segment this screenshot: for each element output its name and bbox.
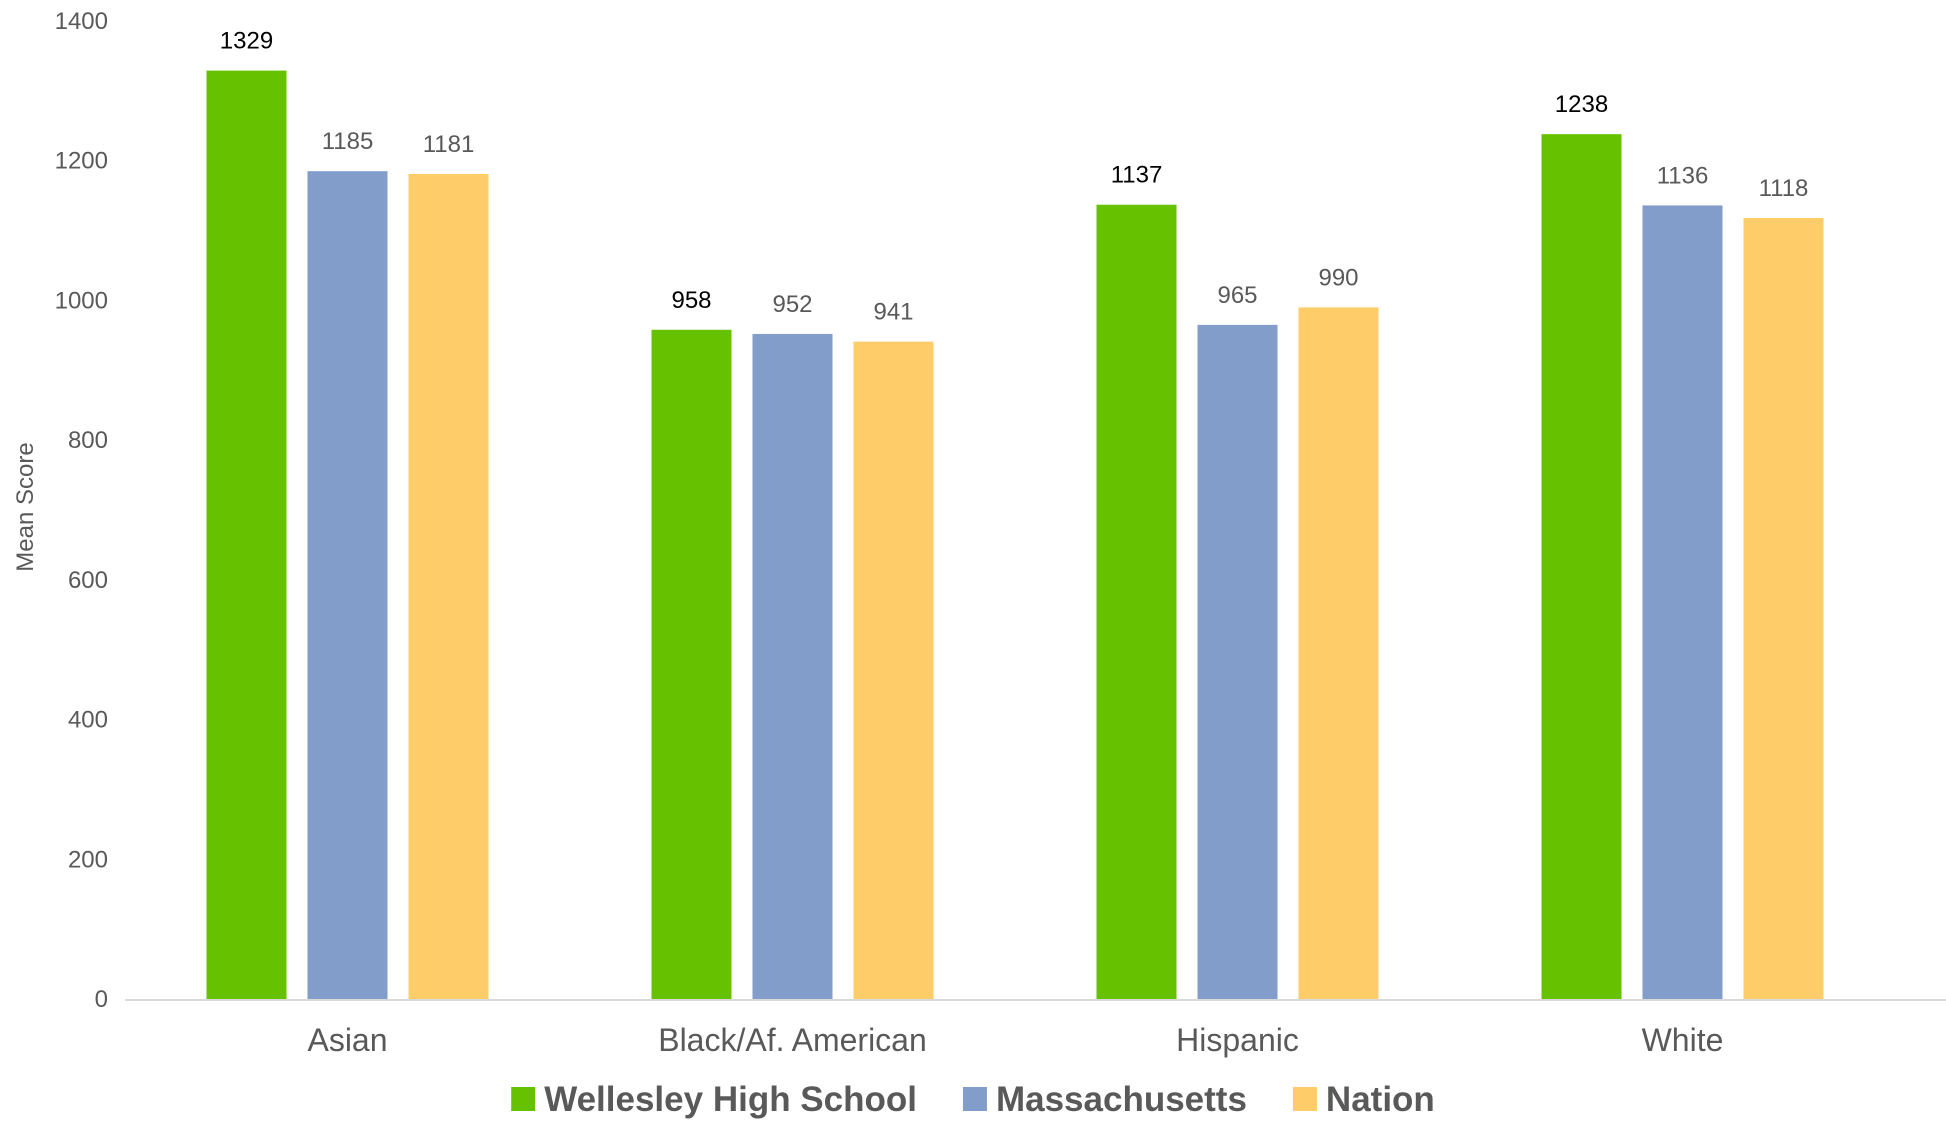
y-tick-label: 200 — [68, 846, 108, 873]
y-tick-label: 1000 — [55, 287, 108, 314]
data-label: 965 — [1217, 282, 1257, 309]
data-label: 1137 — [1111, 162, 1163, 189]
data-label: 1185 — [322, 128, 374, 155]
data-label: 1118 — [1759, 175, 1809, 202]
bar-nation-asian — [408, 173, 489, 1000]
bar-massachusetts-hispanic — [1197, 324, 1278, 1000]
y-tick-label: 0 — [95, 986, 108, 1013]
y-tick-label: 800 — [68, 427, 108, 454]
y-tick-label: 1200 — [55, 148, 108, 175]
bar-nation-hispanic — [1298, 307, 1379, 999]
data-label: 1136 — [1657, 162, 1709, 189]
bar-wellesley-high-school-white — [1541, 134, 1622, 999]
legend-swatch-massachusetts — [962, 1087, 987, 1111]
bar-nation-black-af-american — [853, 341, 934, 999]
category-labels: Asian Black/Af. American Hispanic White — [307, 1022, 1723, 1058]
bar-wellesley-high-school-hispanic — [1096, 204, 1177, 999]
data-label: 990 — [1318, 264, 1358, 291]
data-label: 1329 — [220, 28, 273, 55]
y-tick-label: 1400 — [55, 8, 108, 35]
y-tick-label: 600 — [68, 567, 108, 594]
y-tick-label: 400 — [68, 707, 108, 734]
x-tick-label: Hispanic — [1176, 1022, 1299, 1058]
bar-massachusetts-asian — [307, 171, 388, 999]
legend: Wellesley High School Massachusetts Nation — [511, 1080, 1435, 1119]
legend-swatch-wellesley-high-school — [511, 1087, 536, 1111]
x-tick-label: Black/Af. American — [658, 1022, 927, 1058]
data-label: 952 — [772, 291, 812, 318]
x-tick-label: White — [1642, 1022, 1724, 1058]
bar-wellesley-high-school-black-af-american — [651, 329, 732, 1000]
legend-swatch-nation — [1292, 1087, 1317, 1111]
y-axis-ticks: 0 200 400 600 800 1000 1200 1400 — [55, 8, 108, 1013]
legend-label: Wellesley High School — [544, 1080, 917, 1119]
legend-label: Massachusetts — [996, 1080, 1247, 1119]
x-tick-label: Asian — [307, 1022, 387, 1058]
bar-wellesley-high-school-asian — [206, 70, 287, 999]
legend-label: Nation — [1326, 1080, 1435, 1119]
data-label: 1238 — [1555, 91, 1608, 118]
bar-massachusetts-black-af-american — [752, 333, 833, 1000]
y-axis-label: Mean Score — [12, 442, 39, 571]
data-label: 941 — [873, 299, 913, 326]
bar-massachusetts-white — [1642, 205, 1723, 999]
data-label: 1181 — [423, 131, 475, 158]
bars: 1329 1185 1181 958 952 941 1137 965 990 1238 1136 1… — [206, 28, 1824, 1000]
data-label: 958 — [671, 287, 711, 314]
bar-nation-white — [1743, 217, 1824, 1000]
